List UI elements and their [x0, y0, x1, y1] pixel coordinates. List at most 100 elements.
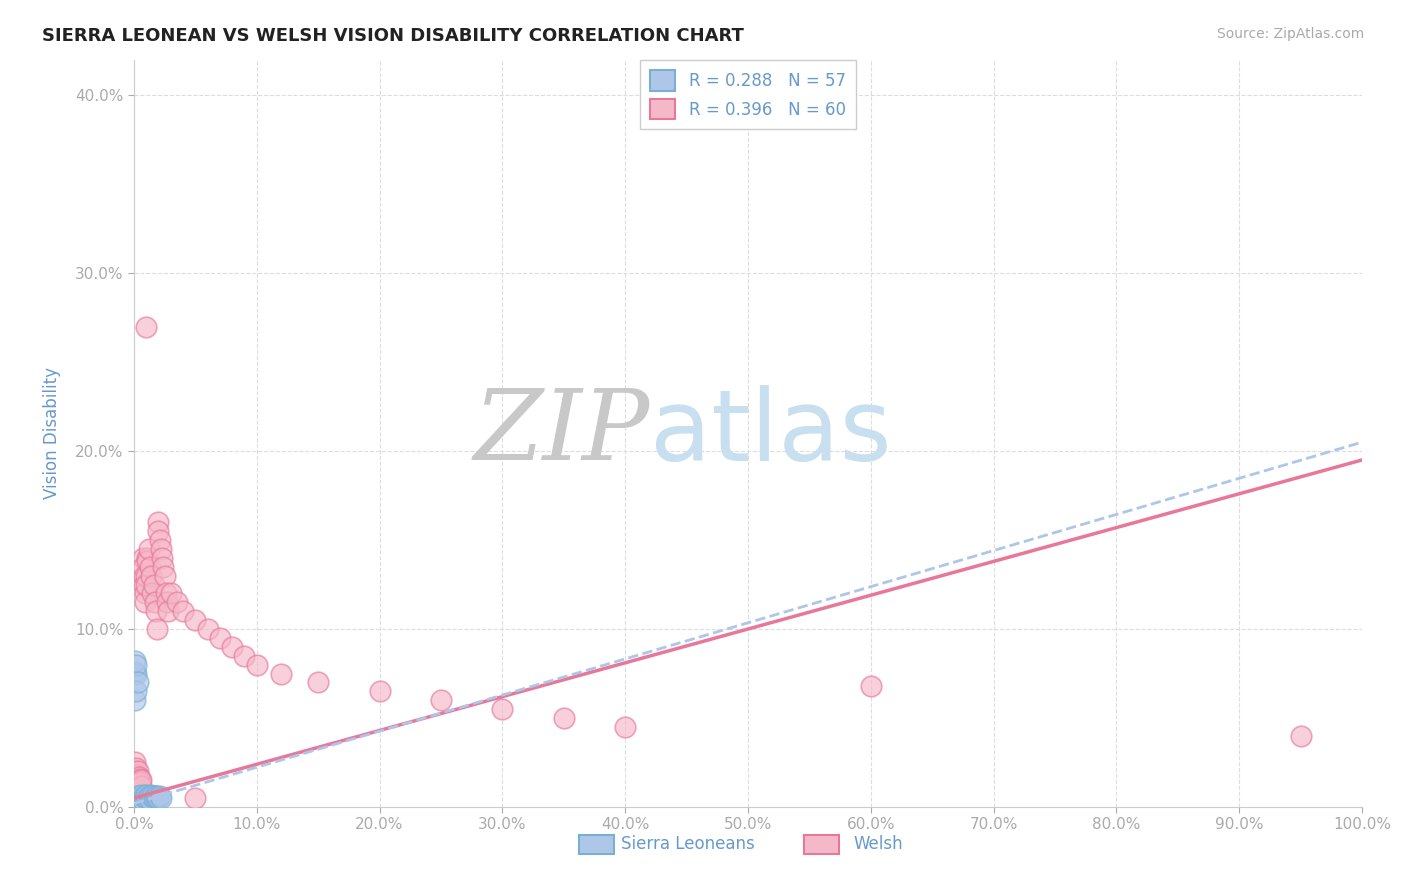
Point [145, 789, 167, 804]
Point [131, 791, 153, 805]
Point [124, 791, 146, 805]
Point [221, 640, 243, 654]
Point [125, 684, 148, 698]
Point [139, 788, 162, 802]
Point [138, 791, 160, 805]
Point [129, 775, 152, 789]
Point [131, 793, 153, 807]
Point [159, 586, 181, 600]
Point [148, 791, 170, 805]
Point [134, 788, 156, 802]
Point [132, 789, 155, 804]
Point [132, 789, 155, 804]
Point [125, 761, 148, 775]
Point [134, 595, 156, 609]
Point [307, 675, 329, 690]
Point [125, 793, 148, 807]
Point [139, 789, 162, 804]
Point [124, 654, 146, 668]
Point [125, 791, 148, 805]
Text: atlas: atlas [650, 384, 891, 482]
Point [129, 788, 152, 802]
Point [136, 554, 159, 568]
Point [132, 568, 155, 582]
Point [614, 720, 637, 734]
Point [131, 789, 153, 804]
Point [135, 791, 157, 805]
Point [124, 665, 146, 679]
Point [430, 693, 453, 707]
Point [1289, 729, 1312, 743]
Point [127, 793, 149, 807]
Point [135, 577, 157, 591]
Point [132, 791, 155, 805]
Point [146, 789, 169, 804]
Point [125, 666, 148, 681]
Point [145, 604, 167, 618]
Point [127, 773, 149, 788]
Point [184, 613, 207, 627]
Point [129, 789, 152, 804]
Point [148, 515, 170, 529]
Point [125, 768, 148, 782]
Point [155, 586, 177, 600]
Point [150, 550, 173, 565]
Point [149, 541, 172, 556]
Text: Sierra Leoneans: Sierra Leoneans [621, 836, 755, 854]
Point [141, 586, 163, 600]
Point [145, 791, 167, 805]
Point [135, 568, 157, 582]
Point [141, 789, 163, 804]
Point [129, 793, 152, 807]
Point [156, 595, 179, 609]
Point [127, 791, 149, 805]
Point [157, 604, 180, 618]
Point [142, 789, 165, 804]
Point [125, 795, 148, 809]
Point [139, 559, 162, 574]
Point [149, 533, 172, 547]
Point [149, 789, 172, 804]
Point [124, 793, 146, 807]
Point [127, 675, 149, 690]
Point [270, 666, 292, 681]
Point [208, 631, 231, 645]
Point [131, 550, 153, 565]
Point [134, 791, 156, 805]
Point [132, 577, 155, 591]
Y-axis label: Vision Disability: Vision Disability [44, 368, 60, 500]
Point [368, 684, 391, 698]
Point [128, 777, 150, 791]
Point [127, 789, 149, 804]
Point [134, 791, 156, 805]
Point [128, 793, 150, 807]
Text: Source: ZipAtlas.com: Source: ZipAtlas.com [1216, 27, 1364, 41]
Point [233, 648, 256, 663]
Point [135, 788, 157, 802]
Point [143, 595, 166, 609]
Point [134, 586, 156, 600]
Point [136, 550, 159, 565]
Point [125, 657, 148, 672]
Point [124, 693, 146, 707]
Point [148, 524, 170, 538]
Point [129, 779, 152, 793]
Point [553, 711, 575, 725]
Point [129, 791, 152, 805]
Text: SIERRA LEONEAN VS WELSH VISION DISABILITY CORRELATION CHART: SIERRA LEONEAN VS WELSH VISION DISABILIT… [42, 27, 744, 45]
Legend: R = 0.288   N = 57, R = 0.396   N = 60: R = 0.288 N = 57, R = 0.396 N = 60 [640, 61, 856, 129]
Point [491, 702, 513, 716]
Text: Welsh: Welsh [853, 836, 903, 854]
Point [143, 789, 166, 804]
Point [146, 622, 169, 636]
Point [124, 764, 146, 779]
Point [143, 791, 166, 805]
Point [129, 793, 152, 807]
Point [142, 791, 165, 805]
Point [129, 772, 152, 786]
Point [135, 319, 157, 334]
Point [128, 770, 150, 784]
Point [149, 791, 172, 805]
Point [124, 756, 146, 770]
Point [136, 789, 159, 804]
